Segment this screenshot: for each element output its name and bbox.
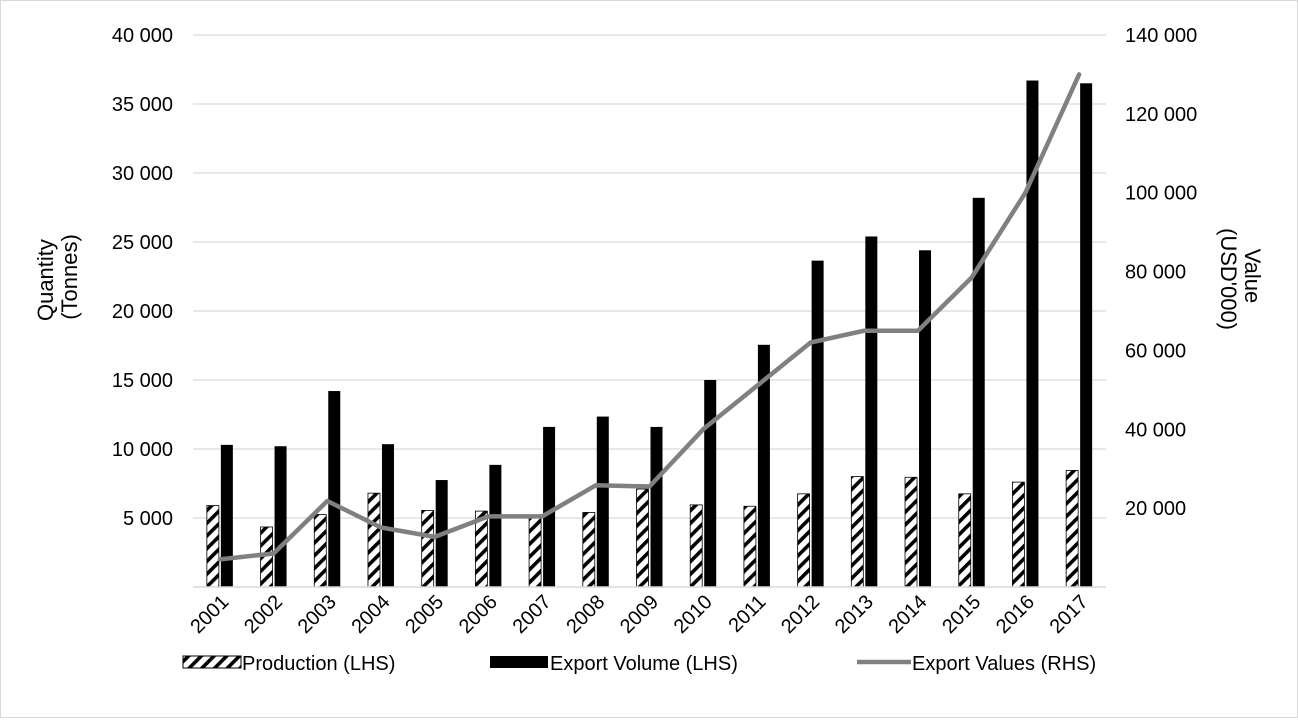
production-bar — [367, 492, 381, 588]
x-tick-label: 2012 — [777, 591, 824, 638]
export-volume-bar — [972, 197, 985, 587]
production-bar — [421, 510, 435, 588]
right-tick-label: 140 000 — [1125, 25, 1197, 47]
left-axis-ticks: 5 000 10 000 15 000 20 000 25 000 30 000 35 00… — [112, 25, 173, 530]
x-tick-label: 2002 — [240, 591, 287, 638]
production-bar — [313, 514, 327, 588]
production-bar — [958, 493, 972, 588]
production-bar — [636, 488, 649, 588]
legend-label-export-values: Export Values (RHS) — [912, 653, 1096, 675]
export-volume-bar — [811, 260, 824, 587]
x-tick-label: 2007 — [509, 591, 556, 638]
right-axis-ticks: 20 000 40 000 60 000 80 000 100 000 120 000 14… — [1125, 25, 1197, 520]
production-bar — [689, 504, 703, 588]
left-tick-label: 5 000 — [123, 508, 173, 530]
export-volume-bar — [919, 250, 932, 587]
export-volume-bar — [704, 380, 717, 587]
right-tick-label: 100 000 — [1125, 183, 1197, 205]
export-volume-bar — [328, 391, 341, 587]
production-bar — [528, 514, 542, 588]
production-bar — [582, 512, 596, 588]
export-volume-bar — [757, 344, 770, 587]
left-tick-label: 30 000 — [112, 163, 173, 185]
legend-swatch-production — [182, 655, 242, 669]
export-volume-bar — [650, 426, 663, 587]
right-tick-label: 20 000 — [1125, 498, 1186, 520]
export-volume-bar — [274, 446, 287, 587]
x-tick-label: 2015 — [938, 591, 985, 638]
x-axis-ticks: 2001 2002 2003 2004 2005 2006 2007 2008 2009 2010… — [186, 591, 1092, 638]
right-tick-label: 40 000 — [1125, 419, 1186, 441]
legend-label-export-volume: Export Volume (LHS) — [550, 653, 738, 675]
right-tick-label: 80 000 — [1125, 262, 1186, 284]
production-bar — [850, 476, 864, 588]
right-tick-label: 120 000 — [1125, 104, 1197, 126]
left-tick-label: 35 000 — [112, 94, 173, 116]
x-tick-label: 2008 — [562, 591, 609, 638]
legend: Production (LHS) Export Volume (LHS) Exp… — [182, 653, 1096, 675]
x-tick-label: 2009 — [616, 591, 663, 638]
x-tick-label: 2017 — [1046, 591, 1093, 638]
x-tick-label: 2014 — [885, 591, 932, 638]
legend-swatch-export-volume — [490, 656, 548, 668]
legend-label-production: Production (LHS) — [242, 653, 395, 675]
production-bar — [1012, 481, 1025, 588]
x-tick-label: 2013 — [831, 591, 878, 638]
left-tick-label: 10 000 — [112, 439, 173, 461]
x-tick-label: 2004 — [347, 591, 394, 638]
export-volume-bar — [220, 444, 233, 587]
gridlines — [193, 34, 1106, 519]
x-tick-label: 2011 — [724, 591, 770, 637]
production-bar — [743, 505, 757, 588]
export-volume-bar — [543, 426, 556, 587]
export-volume-bars — [220, 80, 1093, 588]
export-values-line — [217, 72, 1082, 562]
right-axis-title: Value (USD'000) — [1216, 228, 1265, 330]
production-bar — [904, 476, 918, 588]
export-volume-bar — [1080, 83, 1093, 588]
left-tick-label: 25 000 — [112, 232, 173, 254]
production-bar — [206, 505, 220, 588]
production-bar — [797, 493, 811, 588]
export-volume-bar — [1026, 80, 1039, 587]
production-bar — [1065, 469, 1079, 588]
x-tick-label: 2001 — [186, 591, 233, 638]
x-tick-label: 2005 — [401, 591, 448, 638]
left-tick-label: 20 000 — [112, 301, 173, 323]
export-volume-bar — [489, 464, 502, 587]
export-volume-bar — [865, 236, 878, 588]
x-tick-label: 2003 — [294, 591, 341, 638]
x-tick-label: 2010 — [670, 591, 717, 638]
export-volume-bar — [381, 444, 394, 587]
left-tick-label: 15 000 — [112, 370, 173, 392]
export-volume-bar — [596, 416, 609, 587]
x-tick-label: 2006 — [455, 591, 502, 638]
x-tick-label: 2016 — [992, 591, 1039, 638]
left-tick-label: 40 000 — [112, 25, 173, 47]
left-axis-title: Quantity (Tonnes) — [33, 233, 82, 321]
right-tick-label: 60 000 — [1125, 340, 1186, 362]
